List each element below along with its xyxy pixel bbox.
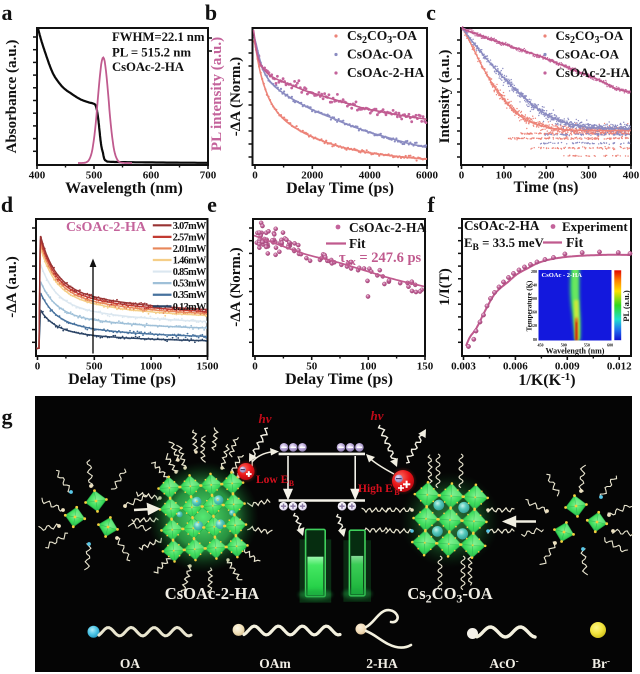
svg-text:Cs2CO3-OA: Cs2CO3-OA [347,28,417,46]
svg-text:Time (ns): Time (ns) [513,179,578,196]
svg-text:0: 0 [459,170,465,182]
svg-text:0: 0 [252,361,258,373]
svg-text:0: 0 [252,170,258,182]
svg-text:CsOAc-2-HA: CsOAc-2-HA [66,220,147,235]
svg-text:2-HA: 2-HA [366,656,398,671]
svg-text:0.012: 0.012 [607,361,632,373]
svg-text:1000: 1000 [140,361,163,373]
svg-text:CsOAc - 2-HA: CsOAc - 2-HA [542,272,583,279]
svg-text:240: 240 [531,283,537,288]
svg-text:Delay Time (ps): Delay Time (ps) [285,371,393,388]
svg-text:PL = 515.2 nm: PL = 515.2 nm [112,46,191,60]
svg-text:Wavelength (nm): Wavelength (nm) [65,180,183,197]
svg-text:a: a [2,0,13,25]
svg-text:Intensity (a.u.): Intensity (a.u.) [437,50,453,144]
svg-text:τxx = 247.6 ps: τxx = 247.6 ps [339,250,422,268]
svg-text:0.13mW: 0.13mW [173,302,207,313]
svg-text:CsOAc-2-HA: CsOAc-2-HA [165,584,259,603]
svg-text:500: 500 [86,170,103,182]
svg-text:hν: hν [371,408,384,423]
svg-text:CsOAc-2-HA: CsOAc-2-HA [464,218,540,233]
svg-text:-ΔA (Norm.): -ΔA (Norm.) [228,247,244,326]
svg-text:120: 120 [531,323,537,328]
svg-text:0.35mW: 0.35mW [173,290,207,301]
svg-text:3.07mW: 3.07mW [173,221,207,232]
svg-text:g: g [2,404,13,429]
svg-text:Cs2CO3-OA: Cs2CO3-OA [407,584,492,606]
svg-text:Delay Time (ps): Delay Time (ps) [286,180,394,197]
svg-text:hν: hν [259,411,272,426]
svg-text:400: 400 [623,170,640,182]
svg-text:0: 0 [35,361,41,373]
svg-text:150: 150 [417,361,434,373]
svg-text:1500: 1500 [197,361,220,373]
svg-text:CsOAc-2-HA: CsOAc-2-HA [556,65,631,80]
svg-text:Delay Time (ps): Delay Time (ps) [68,371,176,388]
svg-text:500: 500 [561,343,567,348]
svg-text:f: f [427,192,435,217]
svg-text:Fit: Fit [349,236,366,251]
svg-text:4000: 4000 [359,170,382,182]
svg-text:200: 200 [531,296,537,301]
svg-text:400: 400 [29,170,46,182]
svg-text:1/K(K-1): 1/K(K-1) [518,371,575,389]
svg-text:450: 450 [538,343,544,348]
svg-text:1.46mW: 1.46mW [173,256,207,267]
svg-text:100: 100 [360,361,377,373]
svg-text:b: b [205,0,217,25]
svg-text:OAm: OAm [259,656,291,671]
svg-text:100: 100 [496,170,513,182]
svg-text:160: 160 [531,310,537,315]
svg-text:CsOAc-2-HA: CsOAc-2-HA [349,220,426,235]
svg-text:600: 600 [143,170,160,182]
svg-text:High E: High E [358,483,393,495]
svg-text:Temperature (K): Temperature (K) [526,280,534,331]
svg-text:6000: 6000 [416,170,439,182]
svg-text:2.57mW: 2.57mW [173,232,207,243]
svg-text:2.01mW: 2.01mW [173,244,207,255]
svg-text:CsOAc-OA: CsOAc-OA [347,47,413,62]
svg-text:-ΔA (a.u.): -ΔA (a.u.) [4,256,20,318]
svg-text:500: 500 [86,361,103,373]
svg-text:CsOAc-OA: CsOAc-OA [556,47,620,62]
svg-text:e: e [207,192,217,217]
svg-text:d: d [1,192,13,217]
svg-text:Absorbance (a.u.): Absorbance (a.u.) [4,40,20,154]
svg-text:Low E: Low E [256,474,289,486]
svg-text:PL (a.u.): PL (a.u.) [621,290,631,322]
svg-text:0.53mW: 0.53mW [173,279,207,290]
svg-text:700: 700 [200,170,217,182]
svg-text:B: B [394,488,400,497]
svg-text:600: 600 [607,343,613,348]
svg-text:FWHM=22.1 nm: FWHM=22.1 nm [112,30,205,44]
svg-text:0.003: 0.003 [451,361,476,373]
svg-text:0.006: 0.006 [503,361,528,373]
svg-text:0.85mW: 0.85mW [173,267,207,278]
svg-text:B: B [289,479,295,488]
svg-text:2000: 2000 [301,170,324,182]
svg-text:80: 80 [533,337,537,342]
svg-text:c: c [426,0,436,25]
svg-text:CsOAc-2-HA: CsOAc-2-HA [347,65,424,80]
svg-text:Br-: Br- [592,656,610,671]
svg-text:0.009: 0.009 [555,361,580,373]
svg-text:PL intensity (a.u.): PL intensity (a.u.) [209,37,225,151]
svg-text:-ΔA (Norm.): -ΔA (Norm.) [228,57,244,136]
svg-text:1/I(T): 1/I(T) [437,268,453,306]
svg-text:Experiment: Experiment [562,219,628,234]
svg-text:Fit: Fit [566,236,583,251]
svg-text:50: 50 [306,361,318,373]
svg-text:EB = 33.5 meV: EB = 33.5 meV [464,236,545,253]
svg-text:550: 550 [584,343,590,348]
svg-text:300: 300 [580,170,597,182]
svg-text:280: 280 [531,269,537,274]
svg-text:Wavelength (nm): Wavelength (nm) [546,347,605,356]
svg-text:CsOAc-2-HA: CsOAc-2-HA [112,60,185,74]
svg-text:OA: OA [120,656,141,671]
svg-text:200: 200 [538,170,555,182]
svg-text:AcO-: AcO- [489,656,518,671]
svg-text:Cs2CO3-OA: Cs2CO3-OA [556,28,624,46]
